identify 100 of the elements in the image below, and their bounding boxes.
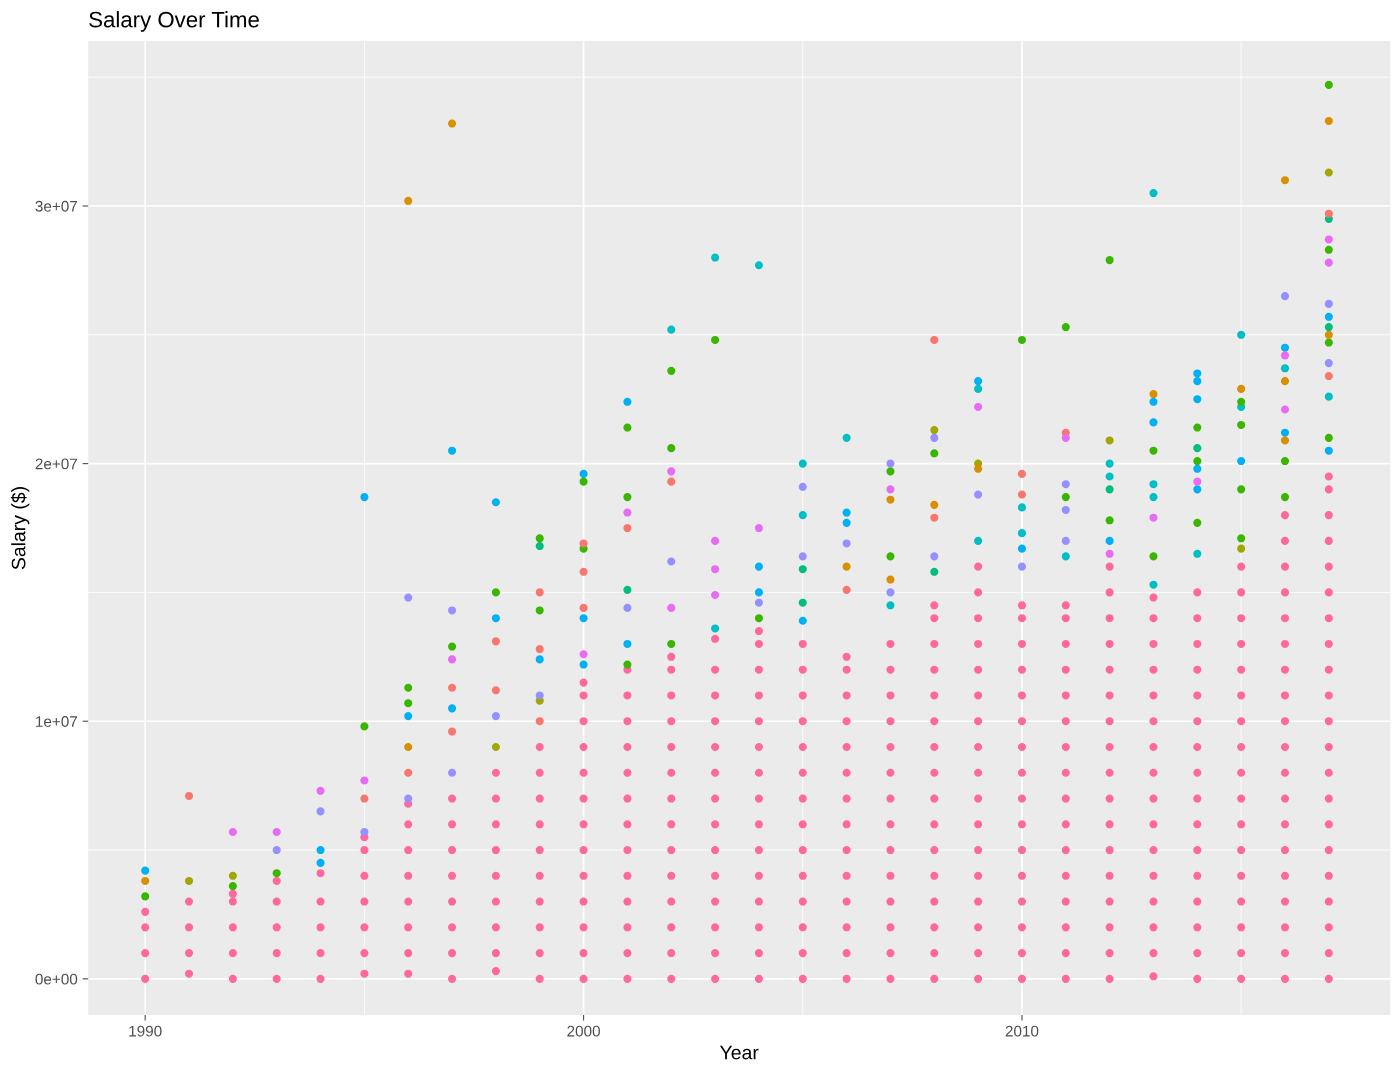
- point: [930, 449, 939, 458]
- point: [1324, 323, 1333, 332]
- point: [754, 665, 763, 674]
- point: [974, 490, 983, 499]
- point: [754, 949, 763, 958]
- point: [1105, 472, 1114, 481]
- point: [491, 498, 500, 507]
- point: [974, 820, 983, 829]
- point: [448, 897, 457, 906]
- point: [1193, 794, 1202, 803]
- point: [886, 871, 895, 880]
- point: [535, 897, 544, 906]
- point: [886, 552, 895, 561]
- point: [711, 624, 720, 633]
- point: [316, 807, 325, 816]
- point: [1105, 768, 1114, 777]
- point: [1280, 897, 1290, 906]
- point: [623, 397, 632, 406]
- point: [842, 820, 851, 829]
- point: [579, 539, 588, 548]
- point: [448, 794, 457, 803]
- point: [1061, 614, 1070, 623]
- point: [1105, 794, 1114, 803]
- point: [930, 949, 939, 958]
- point: [798, 598, 807, 607]
- point: [360, 949, 369, 958]
- point: [535, 871, 544, 880]
- point: [667, 820, 676, 829]
- point: [404, 683, 413, 692]
- point: [798, 949, 807, 958]
- point: [1237, 897, 1246, 906]
- point: [404, 923, 413, 932]
- point: [623, 523, 632, 533]
- point: [1237, 871, 1246, 880]
- point: [974, 665, 983, 674]
- point: [1324, 338, 1333, 347]
- point: [667, 794, 676, 803]
- point: [1324, 820, 1333, 829]
- point: [1193, 369, 1202, 378]
- point: [1105, 871, 1114, 880]
- point: [1105, 639, 1114, 648]
- point: [491, 897, 500, 906]
- point: [711, 634, 720, 643]
- point: [1061, 717, 1070, 726]
- point: [623, 493, 632, 502]
- point: [886, 794, 895, 803]
- point: [1149, 593, 1158, 602]
- point: [1017, 490, 1027, 499]
- point: [1149, 639, 1158, 648]
- point: [448, 655, 457, 664]
- point: [623, 845, 632, 855]
- point: [1324, 923, 1333, 932]
- point: [491, 614, 500, 623]
- point: [1324, 897, 1333, 906]
- point: [316, 786, 325, 795]
- point: [711, 665, 720, 674]
- point: [1105, 897, 1114, 906]
- point: [754, 261, 763, 270]
- point: [798, 742, 807, 752]
- point: [491, 742, 500, 752]
- point: [1017, 717, 1027, 726]
- point: [754, 523, 763, 533]
- point: [1105, 742, 1114, 752]
- point: [1017, 897, 1027, 906]
- point: [974, 402, 983, 411]
- point: [1193, 717, 1202, 726]
- point: [1237, 691, 1246, 700]
- point: [1061, 601, 1070, 610]
- point: [184, 791, 194, 800]
- point: [141, 892, 150, 901]
- point: [491, 871, 500, 880]
- point: [930, 601, 939, 610]
- point: [798, 768, 807, 777]
- point: [1280, 588, 1290, 597]
- point: [228, 897, 237, 906]
- point: [754, 897, 763, 906]
- point: [448, 845, 457, 855]
- point: [930, 871, 939, 880]
- point: [1061, 536, 1070, 545]
- point: [1324, 588, 1333, 597]
- point: [754, 871, 763, 880]
- point: [579, 691, 588, 700]
- point: [579, 603, 588, 612]
- point: [667, 467, 676, 476]
- point: [1193, 588, 1202, 597]
- point: [1237, 384, 1246, 393]
- point: [404, 712, 413, 721]
- point: [1324, 472, 1333, 481]
- point: [1280, 536, 1290, 545]
- point: [448, 768, 457, 777]
- point: [579, 768, 588, 777]
- point: [1193, 549, 1202, 558]
- point: [1105, 536, 1114, 545]
- point: [448, 727, 457, 736]
- point: [404, 699, 413, 708]
- point: [1149, 513, 1158, 522]
- point: [974, 871, 983, 880]
- point: [1061, 552, 1070, 561]
- point: [842, 652, 851, 661]
- point: [1017, 562, 1027, 571]
